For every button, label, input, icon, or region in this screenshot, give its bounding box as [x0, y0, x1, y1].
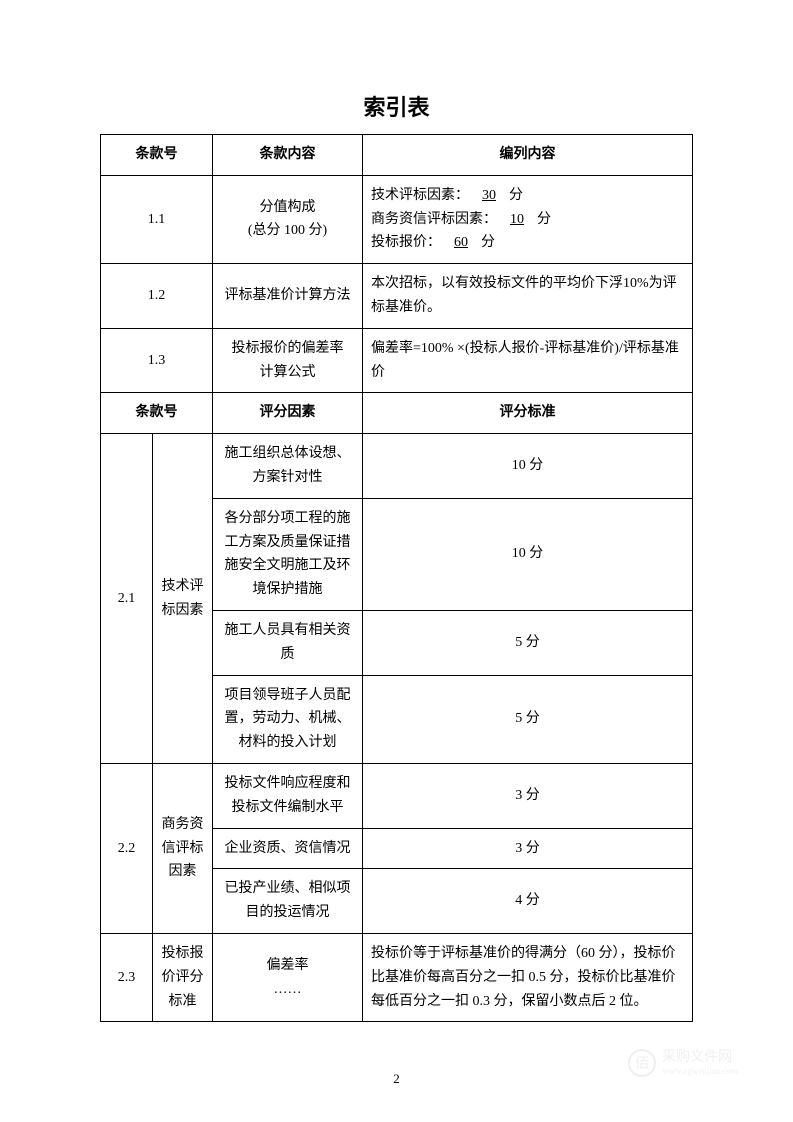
detail-text: 投标报价： — [371, 235, 441, 250]
detail-cell: 本次招标，以有效投标文件的平均价下浮10%为评标基准价。 — [363, 264, 693, 329]
category-cell: 技术评标因素 — [153, 434, 213, 764]
page-number: 2 — [393, 1071, 400, 1087]
watermark-icon: 佰 — [628, 1049, 656, 1077]
factor-cell: 施工组织总体设想、方案针对性 — [213, 434, 363, 499]
category-cell: 投标报价评分标准 — [153, 933, 213, 1021]
detail-text: 技术评标因素： — [371, 188, 469, 203]
score-cell: 5 分 — [363, 675, 693, 763]
table-header-row: 条款号 评分因素 评分标准 — [101, 393, 693, 434]
score-cell: 5 分 — [363, 610, 693, 675]
clause-cell: 2.2 — [101, 763, 153, 933]
header-clause-content: 条款内容 — [213, 135, 363, 176]
factor-cell: 施工人员具有相关资质 — [213, 610, 363, 675]
header-factor: 评分因素 — [213, 393, 363, 434]
detail-value: 10 — [497, 208, 537, 232]
factor-cell: 企业资质、资信情况 — [213, 828, 363, 869]
detail-text: 商务资信评标因素： — [371, 212, 497, 227]
score-cell: 4 分 — [363, 869, 693, 934]
clause-cell: 2.1 — [101, 434, 153, 764]
detail-value: 60 — [441, 231, 481, 255]
factor-cell: 偏差率 …… — [213, 933, 363, 1021]
clause-cell: 1.1 — [101, 175, 213, 263]
watermark-text-block: 采购文件网 www.cgwenjian.com — [662, 1050, 738, 1077]
watermark-url: www.cgwenjian.com — [662, 1066, 738, 1076]
content-cell: 投标报价的偏差率 计算公式 — [213, 328, 363, 393]
page-title: 索引表 — [100, 90, 693, 122]
index-table: 条款号 条款内容 编列内容 1.1 分值构成 (总分 100 分) 技术评标因素… — [100, 134, 693, 1022]
content-line: 分值构成 — [260, 200, 316, 215]
detail-text: 分 — [537, 212, 551, 227]
score-cell: 10 分 — [363, 498, 693, 610]
detail-cell: 投标价等于评标基准价的得满分（60 分），投标价比基准价每高百分之一扣 0.5 … — [363, 933, 693, 1021]
detail-cell: 偏差率=100% ×(投标人报价-评标基准价)/评标基准价 — [363, 328, 693, 393]
table-header-row: 条款号 条款内容 编列内容 — [101, 135, 693, 176]
score-cell: 3 分 — [363, 763, 693, 828]
table-row: 1.1 分值构成 (总分 100 分) 技术评标因素： 30 分 商务资信评标因… — [101, 175, 693, 263]
category-cell: 商务资信评标因素 — [153, 763, 213, 933]
header-clause-no: 条款号 — [101, 393, 213, 434]
table-row: 1.3 投标报价的偏差率 计算公式 偏差率=100% ×(投标人报价-评标基准价… — [101, 328, 693, 393]
factor-cell: 已投产业绩、相似项目的投运情况 — [213, 869, 363, 934]
factor-line: …… — [274, 982, 302, 997]
content-line: (总分 100 分) — [248, 223, 327, 238]
content-cell: 分值构成 (总分 100 分) — [213, 175, 363, 263]
table-row: 2.2 商务资信评标因素 投标文件响应程度和投标文件编制水平 3 分 — [101, 763, 693, 828]
header-standard: 评分标准 — [363, 393, 693, 434]
table-row: 1.2 评标基准价计算方法 本次招标，以有效投标文件的平均价下浮10%为评标基准… — [101, 264, 693, 329]
watermark: 佰 采购文件网 www.cgwenjian.com — [628, 1049, 738, 1077]
clause-cell: 1.3 — [101, 328, 213, 393]
score-cell: 10 分 — [363, 434, 693, 499]
header-clause-no: 条款号 — [101, 135, 213, 176]
clause-cell: 1.2 — [101, 264, 213, 329]
clause-cell: 2.3 — [101, 933, 153, 1021]
header-compiled-content: 编列内容 — [363, 135, 693, 176]
content-line: 投标报价的偏差率 — [232, 341, 344, 356]
score-cell: 3 分 — [363, 828, 693, 869]
factor-cell: 项目领导班子人员配置，劳动力、机械、材料的投入计划 — [213, 675, 363, 763]
factor-cell: 投标文件响应程度和投标文件编制水平 — [213, 763, 363, 828]
factor-line: 偏差率 — [267, 958, 309, 973]
table-row: 2.3 投标报价评分标准 偏差率 …… 投标价等于评标基准价的得满分（60 分）… — [101, 933, 693, 1021]
content-cell: 评标基准价计算方法 — [213, 264, 363, 329]
detail-cell: 技术评标因素： 30 分 商务资信评标因素： 10 分 投标报价： 60 分 — [363, 175, 693, 263]
factor-cell: 各分部分项工程的施工方案及质量保证措施安全文明施工及环境保护措施 — [213, 498, 363, 610]
detail-text: 分 — [509, 188, 523, 203]
table-row: 2.1 技术评标因素 施工组织总体设想、方案针对性 10 分 — [101, 434, 693, 499]
detail-text: 分 — [481, 235, 495, 250]
watermark-name: 采购文件网 — [662, 1050, 738, 1067]
content-line: 计算公式 — [260, 365, 316, 380]
detail-value: 30 — [469, 184, 509, 208]
